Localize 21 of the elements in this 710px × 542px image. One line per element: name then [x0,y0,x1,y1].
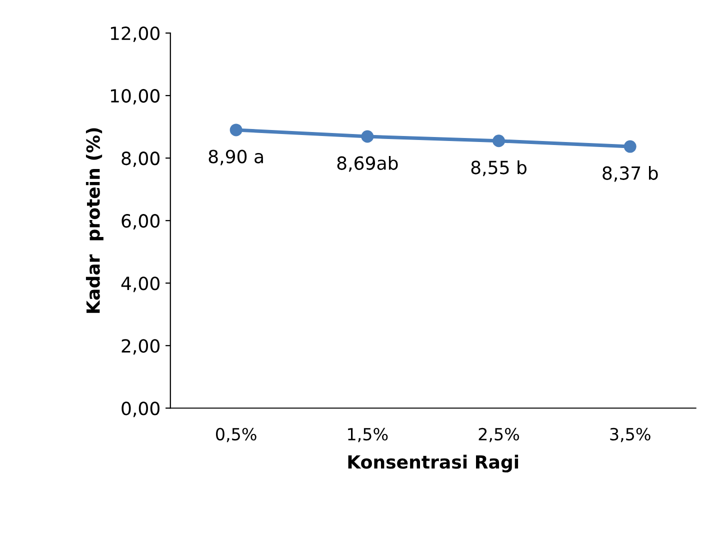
point [361,130,374,143]
data-label: 8,90 a [208,150,263,166]
x-axis-title: Konsentrasi Ragi [348,454,518,472]
y-tick-label: 4,00 [121,276,160,292]
y-axis-title: Kadar protein (%) [86,128,104,313]
point [230,124,242,136]
y-tick-label: 8,00 [122,152,160,168]
y-tick-label: 2,00 [122,339,160,355]
point [624,140,636,153]
x-tick-label: 1,5% [348,428,388,442]
data-label: 8,55 b [471,160,526,176]
y-tick-label: 12,00 [110,26,160,42]
data-label: 8,37 b [602,166,658,182]
data-label: 8,69ab [337,156,398,172]
y-tick-label: 0,00 [122,402,160,418]
x-tick-label: 3,5% [610,428,650,442]
y-tick-label: 10,00 [110,89,160,105]
x-tick-label: 2,5% [478,428,520,442]
x-tick-label: 0,5% [216,428,256,442]
point [492,134,506,148]
y-tick-label: 6,00 [122,214,160,230]
